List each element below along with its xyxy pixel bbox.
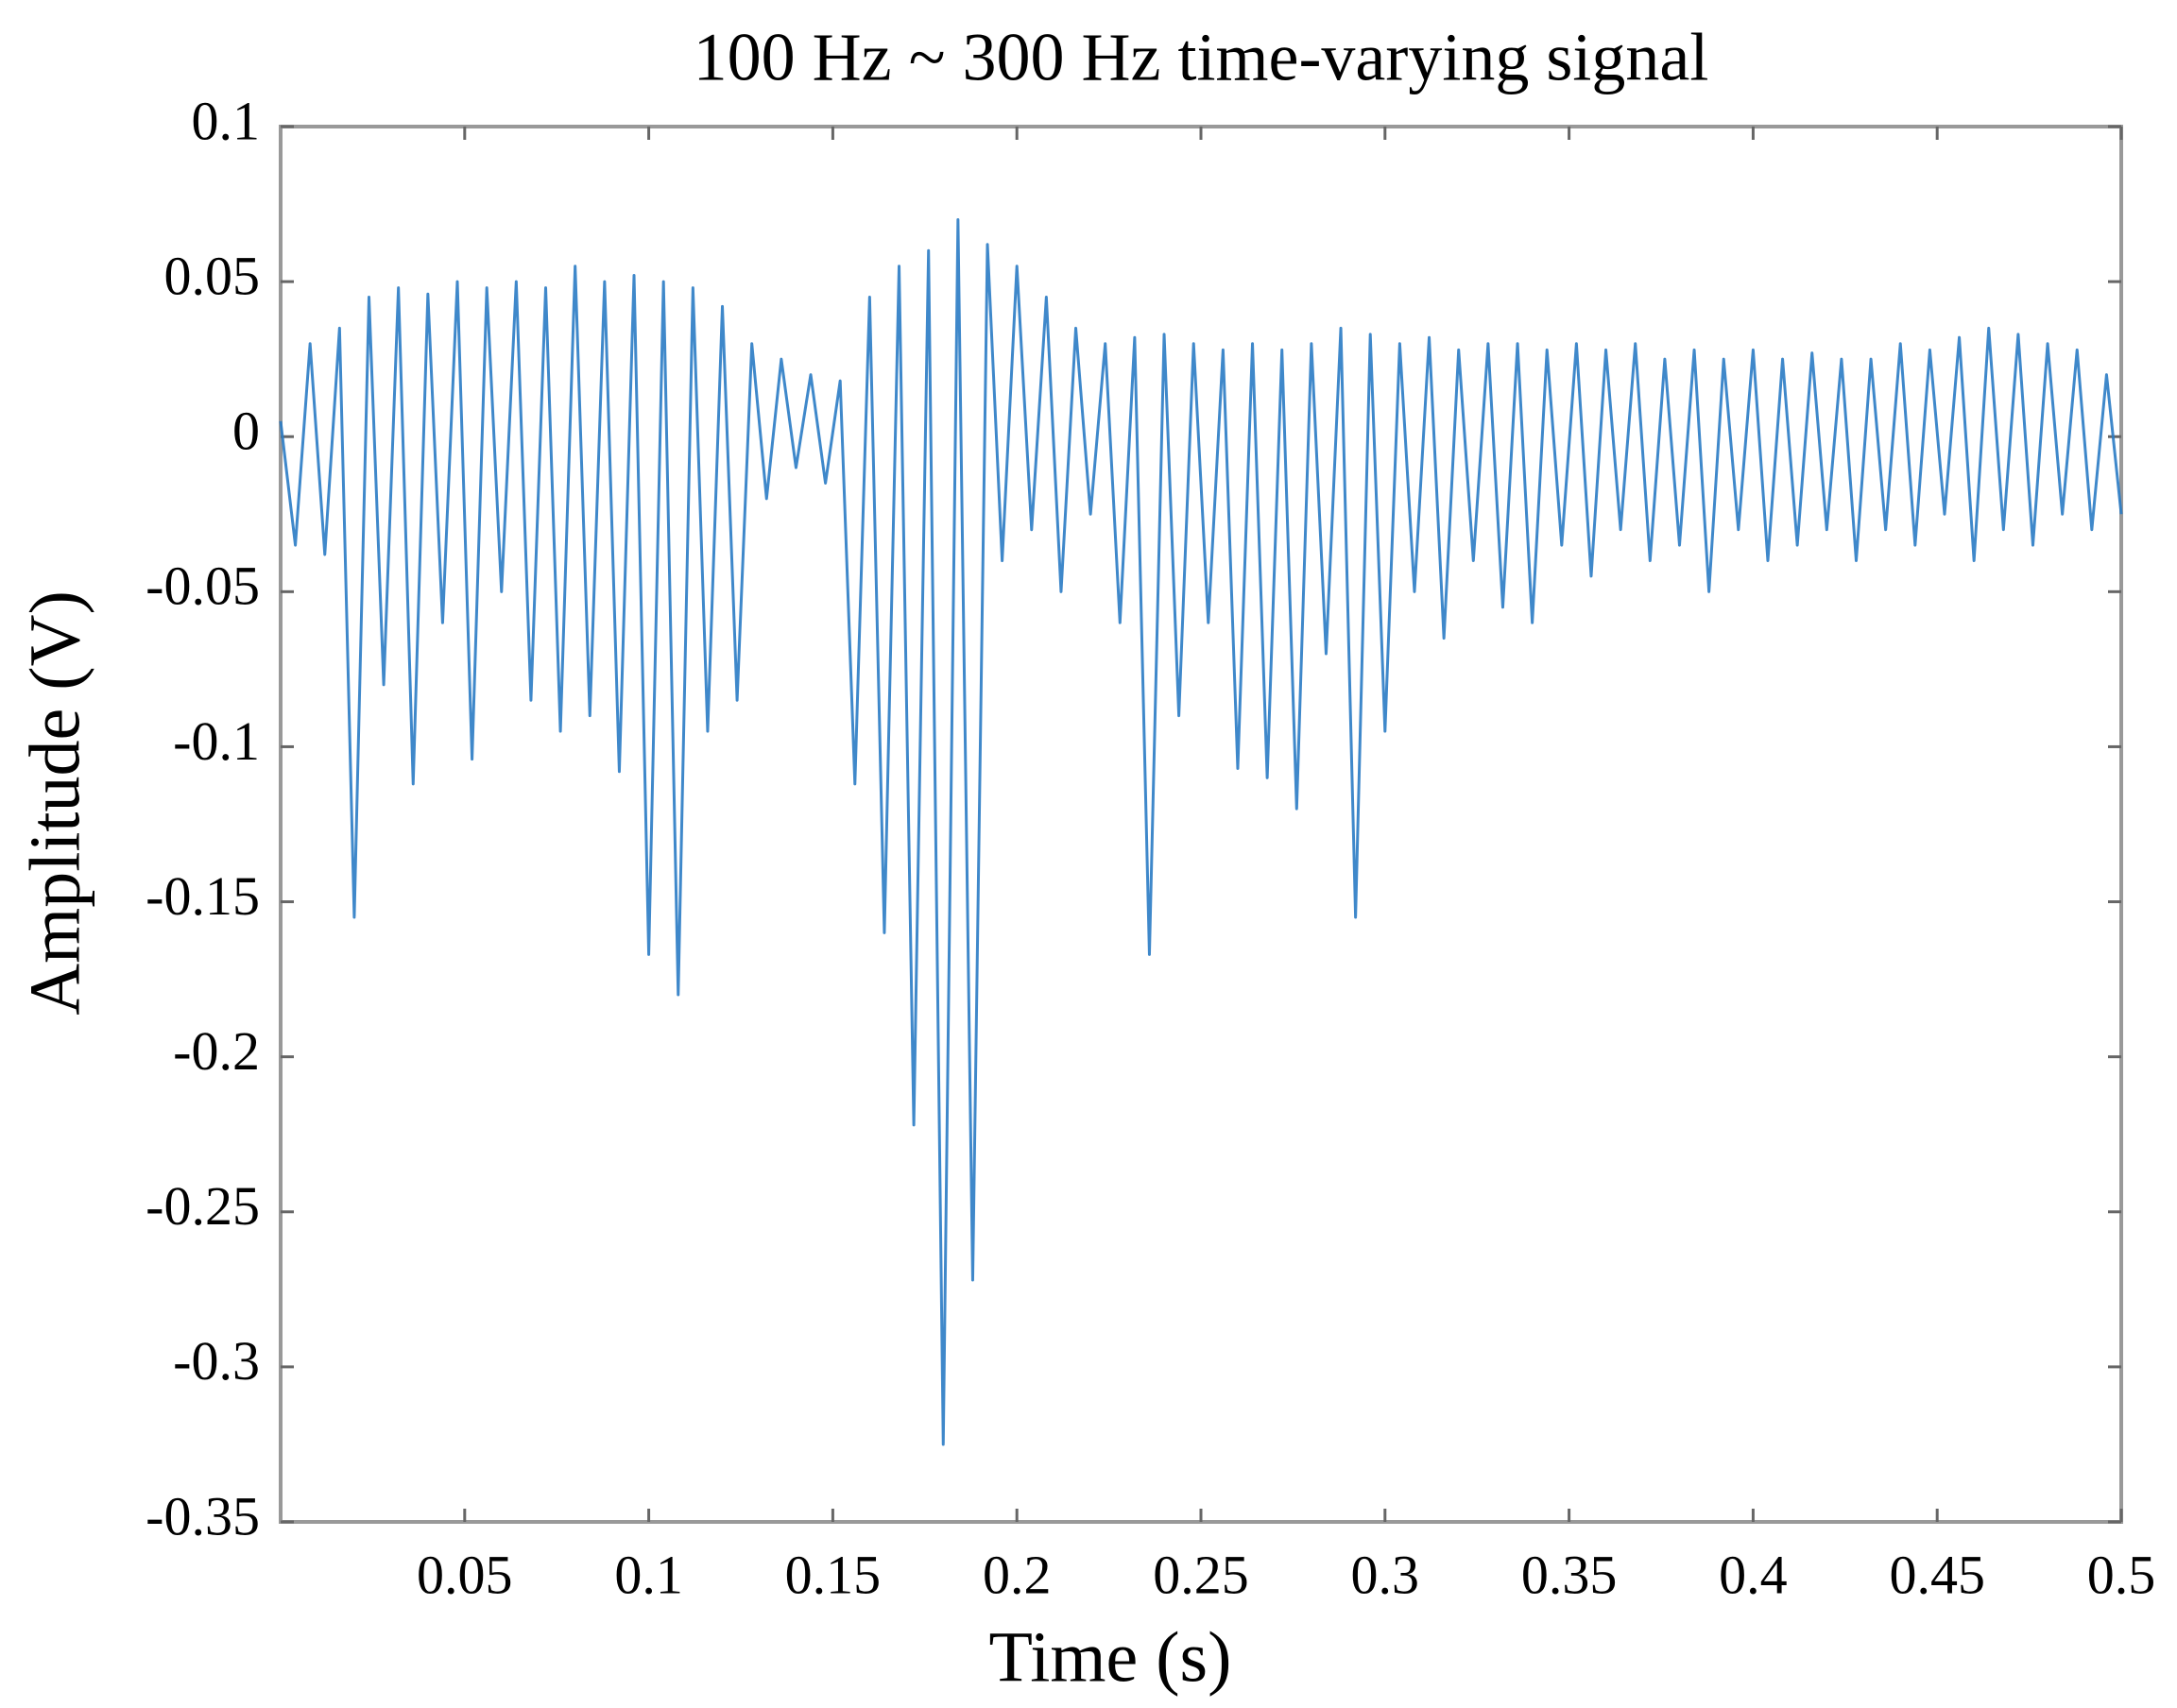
y-tick-label: -0.15 [146, 865, 260, 927]
y-tick-label: -0.1 [173, 710, 260, 772]
y-tick-label: -0.3 [173, 1330, 260, 1392]
signal-line [279, 217, 2123, 1446]
y-tick-label: -0.25 [146, 1175, 260, 1237]
x-tick-label: 0.1 [614, 1544, 683, 1605]
x-tick-label: 0.35 [1521, 1544, 1618, 1605]
x-tick-label: 0.25 [1153, 1544, 1249, 1605]
x-tick-label: 0.45 [1889, 1544, 1985, 1605]
x-tick-label: 0.15 [785, 1544, 882, 1605]
x-tick-label: 0.2 [983, 1544, 1052, 1605]
chart-title: 100 Hz ~ 300 Hz time-varying signal [694, 20, 1709, 95]
y-tick-label: 0 [232, 401, 260, 462]
plot-frame [279, 125, 2123, 1524]
x-axis-label: Time (s) [989, 1617, 1232, 1697]
x-tick-label: 0.3 [1351, 1544, 1420, 1605]
y-axis-label: Amplitude (V) [15, 590, 94, 1016]
x-tick-label: 0.4 [1719, 1544, 1788, 1605]
y-tick-label: 0.05 [164, 245, 261, 306]
x-tick-label: 0.5 [2087, 1544, 2156, 1605]
y-tick-label: -0.05 [146, 555, 260, 617]
y-tick-label: 0.1 [192, 90, 261, 151]
x-tick-label: 0.05 [417, 1544, 513, 1605]
y-tick-label: -0.35 [146, 1485, 260, 1546]
y-tick-label: -0.2 [173, 1020, 260, 1082]
